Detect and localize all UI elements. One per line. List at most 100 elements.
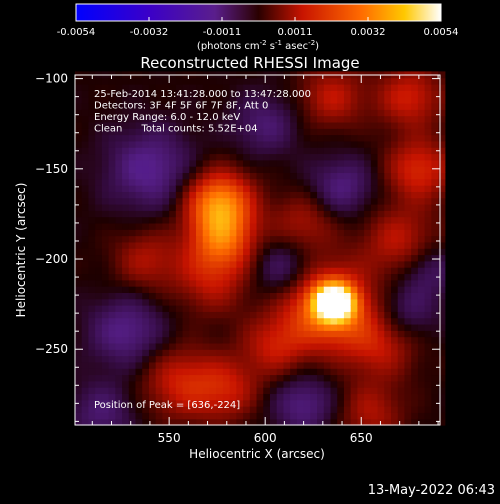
heatmap-cell: [81, 222, 90, 230]
heatmap-cell: [148, 102, 157, 110]
heatmap-cell: [202, 349, 211, 357]
heatmap-cell: [196, 260, 204, 268]
heatmap-cell: [438, 267, 446, 275]
heatmap-cell: [364, 323, 372, 331]
heatmap-cell: [290, 330, 298, 338]
heatmap-cell: [101, 172, 110, 180]
heatmap-cell: [101, 355, 110, 363]
heatmap-cell: [263, 121, 271, 129]
heatmap-cell: [101, 311, 110, 319]
heatmap-cell: [88, 317, 96, 325]
heatmap-cell: [384, 361, 392, 369]
heatmap-cell: [290, 399, 298, 407]
heatmap-cell: [243, 121, 251, 129]
heatmap-cell: [169, 197, 177, 205]
heatmap-cell: [101, 260, 110, 268]
heatmap-cell: [350, 349, 358, 357]
heatmap-cell: [216, 248, 224, 256]
heatmap-cell: [209, 317, 217, 325]
heatmap-cell: [397, 229, 406, 237]
heatmap-cell: [216, 84, 224, 91]
heatmap-cell: [175, 109, 184, 117]
heatmap-cell: [343, 393, 352, 401]
heatmap-cell: [391, 77, 399, 85]
heatmap-cell: [202, 115, 211, 123]
heatmap-cell: [122, 147, 130, 155]
heatmap-cell: [229, 166, 237, 174]
heatmap-cell: [236, 229, 244, 237]
heatmap-cell: [357, 361, 365, 369]
heatmap-cell: [370, 317, 379, 325]
heatmap-cell: [128, 134, 137, 142]
heatmap-cell: [303, 374, 311, 382]
heatmap-cell: [169, 222, 177, 230]
heatmap-cell: [411, 336, 419, 344]
heatmap-cell: [330, 248, 338, 256]
heatmap-cell: [101, 387, 110, 395]
heatmap-cell: [317, 159, 325, 167]
heatmap-cell: [75, 298, 83, 306]
heatmap-cell: [397, 191, 406, 199]
heatmap-cell: [101, 216, 110, 224]
heatmap-cell: [196, 292, 204, 300]
heatmap-cell: [88, 406, 96, 413]
heatmap-cell: [88, 248, 96, 256]
heatmap-cell: [236, 387, 244, 395]
heatmap-cell: [75, 311, 83, 319]
heatmap-cell: [128, 241, 137, 249]
heatmap-cell: [142, 102, 150, 110]
heatmap-cell: [397, 248, 406, 256]
heatmap-cell: [169, 159, 177, 167]
heatmap-cell: [75, 210, 83, 218]
heatmap-cell: [189, 387, 197, 395]
heatmap-cell: [377, 412, 385, 420]
heatmap-cell: [323, 102, 332, 110]
heatmap-cell: [370, 387, 379, 395]
heatmap-cell: [243, 203, 251, 211]
heatmap-cell: [303, 248, 311, 256]
heatmap-cell: [350, 203, 358, 211]
heatmap-cell: [404, 355, 412, 363]
heatmap-cell: [397, 84, 406, 91]
heatmap-cell: [155, 222, 163, 230]
heatmap-cell: [397, 323, 406, 331]
heatmap-cell: [424, 355, 432, 363]
heatmap-cell: [169, 317, 177, 325]
heatmap-cell: [122, 222, 130, 230]
heatmap-cell: [88, 134, 96, 142]
heatmap-cell: [256, 399, 264, 407]
heatmap-cell: [148, 147, 157, 155]
heatmap-cell: [350, 241, 358, 249]
heatmap-cell: [249, 393, 258, 401]
heatmap-cell: [330, 172, 338, 180]
heatmap-cell: [229, 222, 237, 230]
heatmap-cell: [182, 102, 190, 110]
heatmap-cell: [364, 178, 372, 186]
heatmap-cell: [175, 77, 184, 85]
heatmap-cell: [229, 121, 237, 129]
heatmap-cell: [269, 159, 278, 167]
heatmap-cell: [424, 96, 432, 104]
heatmap-cell: [122, 153, 130, 161]
heatmap-cell: [290, 323, 298, 331]
heatmap-cell: [243, 412, 251, 420]
heatmap-cell: [370, 77, 379, 85]
heatmap-cell: [108, 254, 116, 262]
heatmap-cell: [75, 380, 83, 388]
heatmap-cell: [196, 279, 204, 287]
heatmap-cell: [95, 380, 103, 388]
heatmap-cell: [101, 330, 110, 338]
heatmap-cell: [384, 279, 392, 287]
heatmap-cell: [101, 349, 110, 357]
heatmap-cell: [384, 349, 392, 357]
heatmap-cell: [330, 267, 338, 275]
heatmap-cell: [175, 286, 184, 293]
heatmap-cell: [75, 292, 83, 300]
heatmap-cell: [115, 185, 123, 192]
heatmap-cell: [310, 102, 318, 110]
heatmap-cell: [189, 374, 197, 382]
heatmap-cell: [148, 298, 157, 306]
heatmap-cell: [323, 342, 332, 350]
heatmap-cell: [384, 210, 392, 218]
heatmap-cell: [135, 90, 143, 98]
